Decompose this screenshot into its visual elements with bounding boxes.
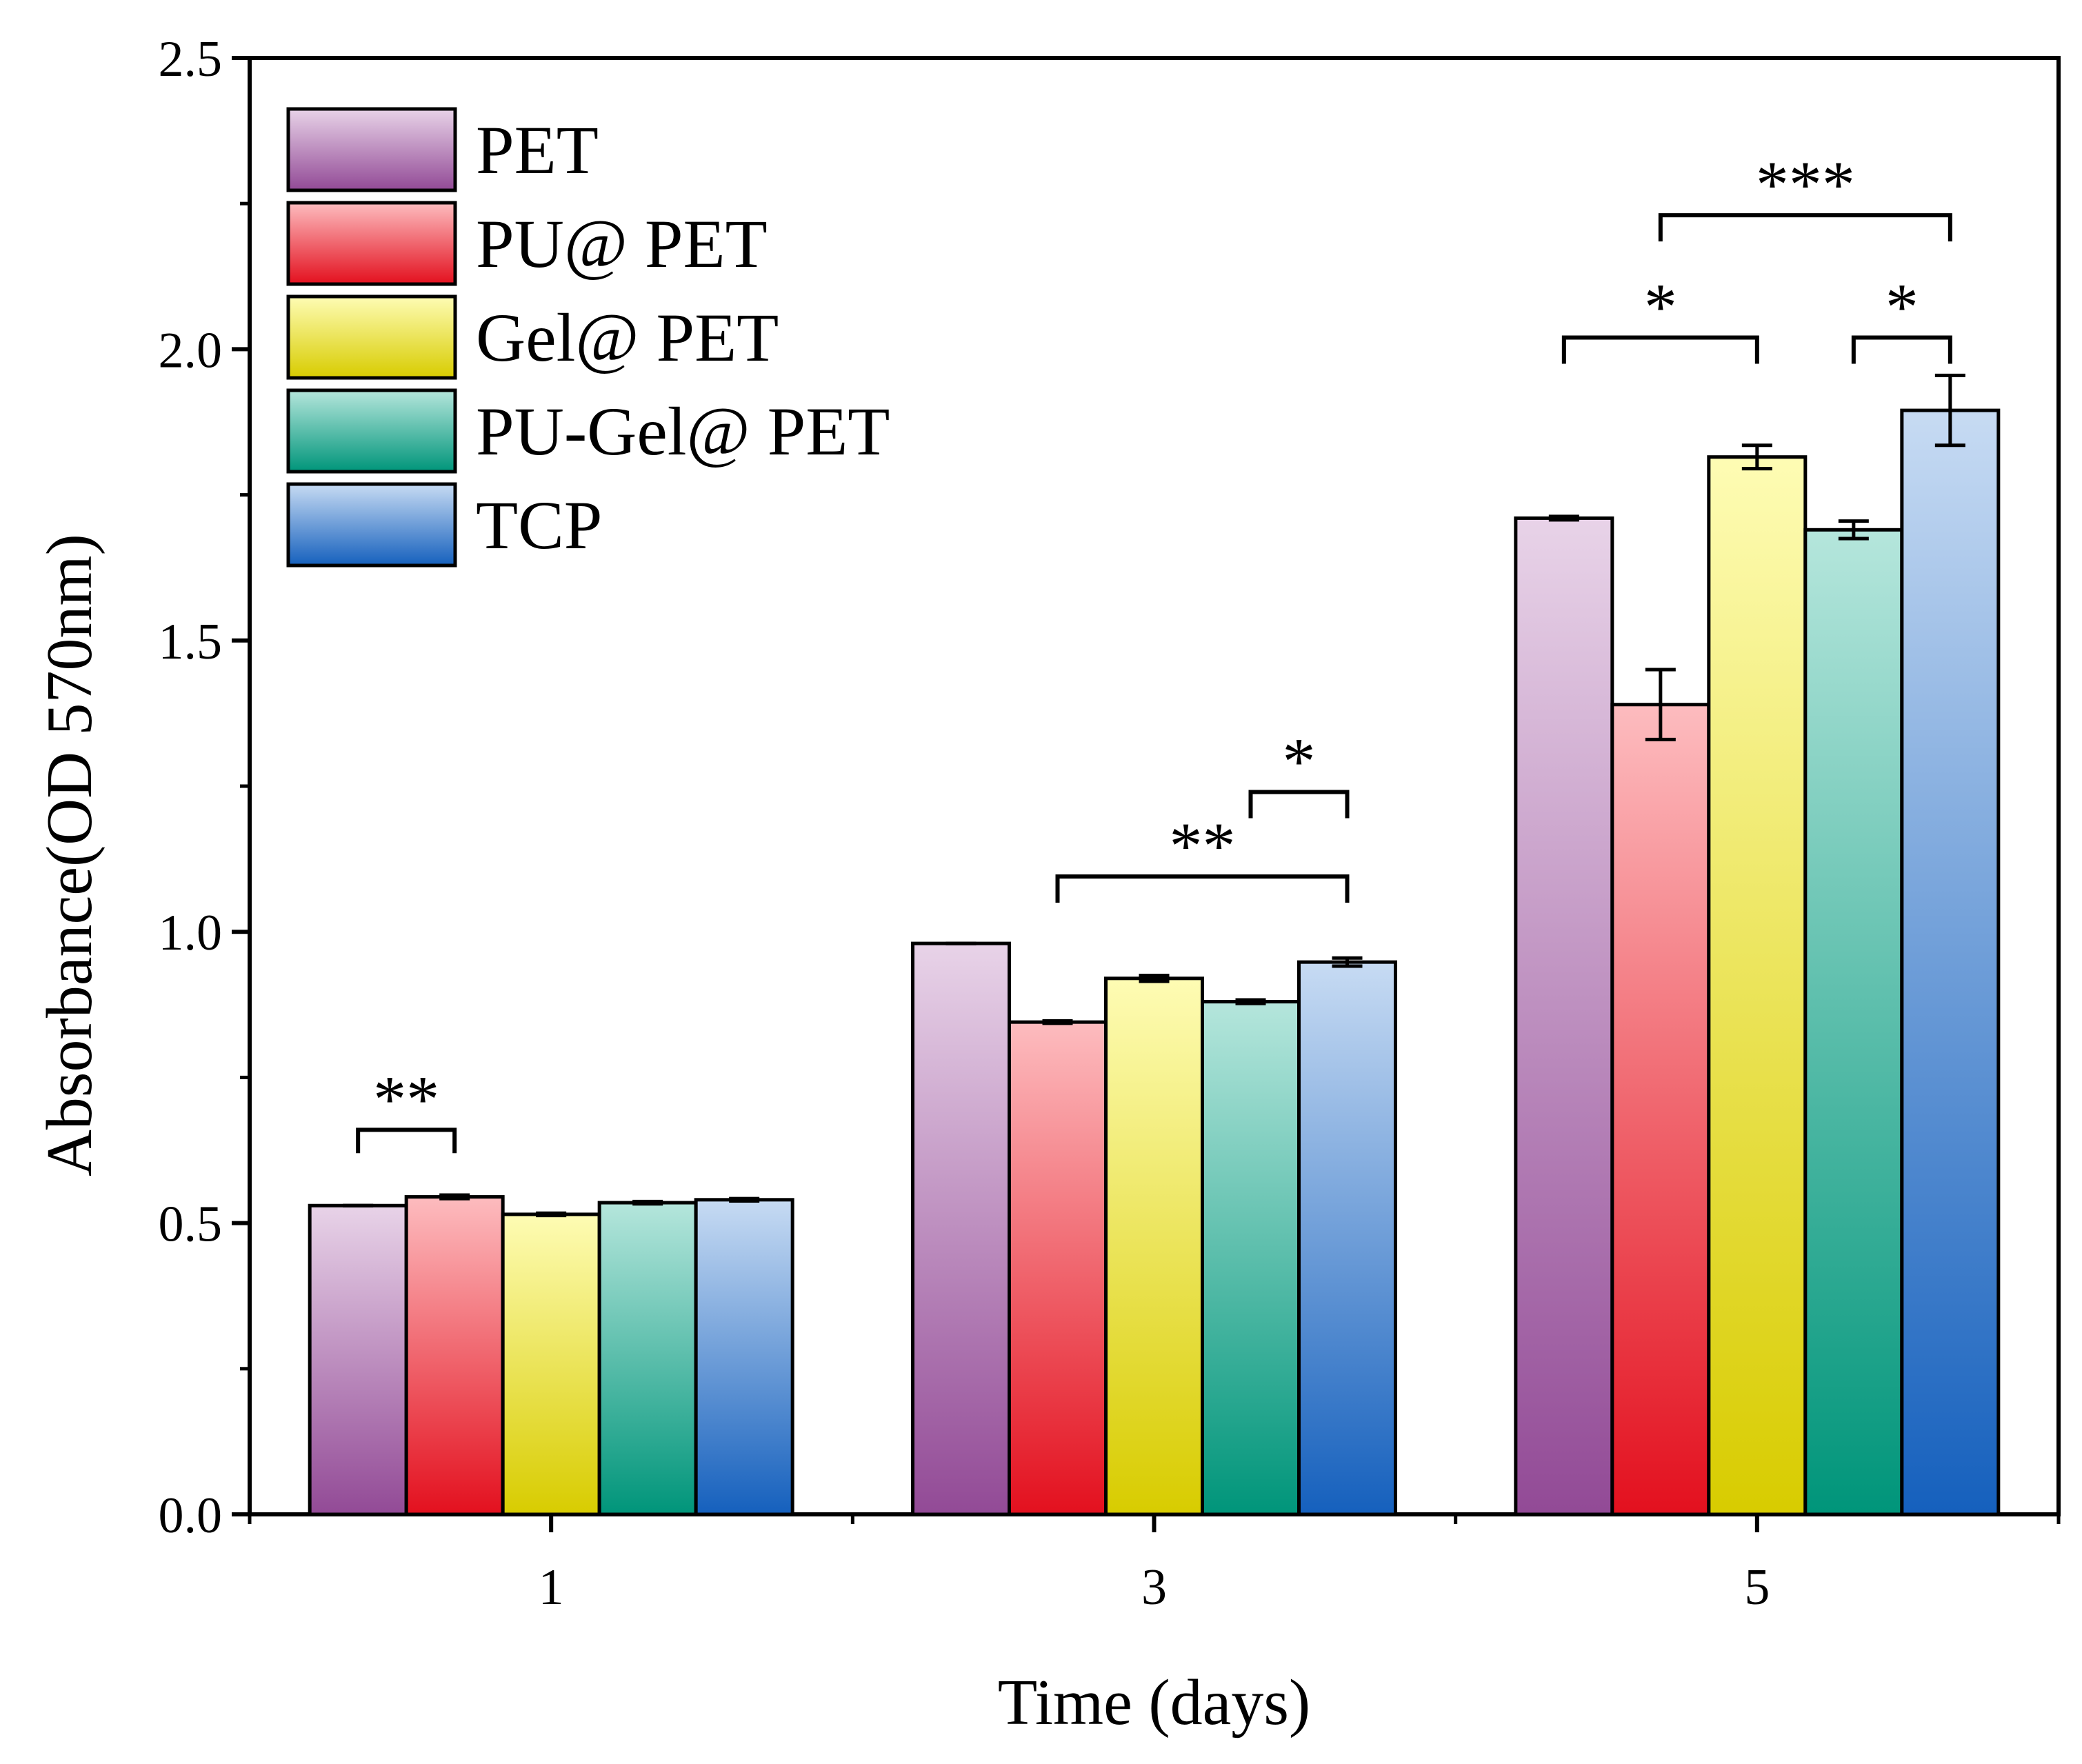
y-axis: 0.0 0.5 1.0 1.5 2.0 2.5 <box>159 31 250 1544</box>
significance-label: ** <box>1170 809 1236 883</box>
bar <box>501 1212 601 1516</box>
legend-swatch <box>286 201 457 286</box>
bar <box>1008 1020 1108 1516</box>
y-tick-label: 0.0 <box>159 1487 223 1544</box>
bar <box>694 1198 794 1516</box>
bar <box>911 941 1011 1516</box>
significance-brackets: ********* * <box>356 148 1952 1154</box>
legend-label: PET <box>476 112 599 188</box>
y-tick-label: 2.5 <box>159 31 223 88</box>
bar <box>308 1203 408 1516</box>
bars <box>308 408 2001 1516</box>
bar <box>1707 455 1808 1516</box>
bar <box>1514 516 1614 1516</box>
legend-swatch <box>286 388 457 474</box>
significance-label: *** <box>1756 148 1855 221</box>
legend-label: Gel@ PET <box>476 299 779 376</box>
y-tick-label: 2.0 <box>159 322 223 379</box>
error-bars <box>343 373 1965 1218</box>
significance-bracket <box>1248 790 1350 819</box>
x-tick-label: 3 <box>1141 1559 1167 1616</box>
significance-bracket <box>1055 874 1350 903</box>
bar <box>1900 408 2001 1516</box>
legend-swatch <box>286 294 457 380</box>
y-axis-title: Absorbance(OD 570nm) <box>34 534 106 1176</box>
x-tick-label: 1 <box>539 1559 564 1616</box>
x-axis-title: Time (days) <box>998 1667 1310 1738</box>
significance-label: * <box>1885 270 1919 344</box>
y-tick-label: 1.5 <box>159 614 223 670</box>
bar <box>1610 703 1711 1516</box>
bar <box>597 1201 698 1516</box>
bar <box>1803 528 1904 1516</box>
x-tick-label: 5 <box>1744 1559 1770 1616</box>
y-tick-label: 1.0 <box>159 905 223 961</box>
significance-bracket <box>1851 335 1952 364</box>
bar <box>404 1195 505 1516</box>
significance-bracket <box>356 1127 457 1154</box>
legend-swatch <box>286 482 457 568</box>
significance-label: * <box>1644 270 1677 344</box>
significance-bracket <box>1658 213 1952 242</box>
legend: PET PU@ PET Gel@ PET PU-Gel@ PET TCP <box>286 107 890 568</box>
significance-bracket <box>1561 335 1759 364</box>
bar <box>1297 960 1397 1516</box>
significance-label: ** <box>373 1062 439 1136</box>
bar <box>1104 976 1204 1516</box>
legend-label: TCP <box>476 487 602 563</box>
bar <box>1201 1000 1301 1516</box>
significance-label: * <box>1283 724 1316 798</box>
legend-label: PU@ PET <box>476 206 768 282</box>
y-tick-label: 0.5 <box>159 1196 223 1253</box>
legend-swatch <box>286 107 457 192</box>
x-axis: 1 3 5 <box>248 1514 2061 1616</box>
legend-label: PU-Gel@ PET <box>476 393 890 470</box>
